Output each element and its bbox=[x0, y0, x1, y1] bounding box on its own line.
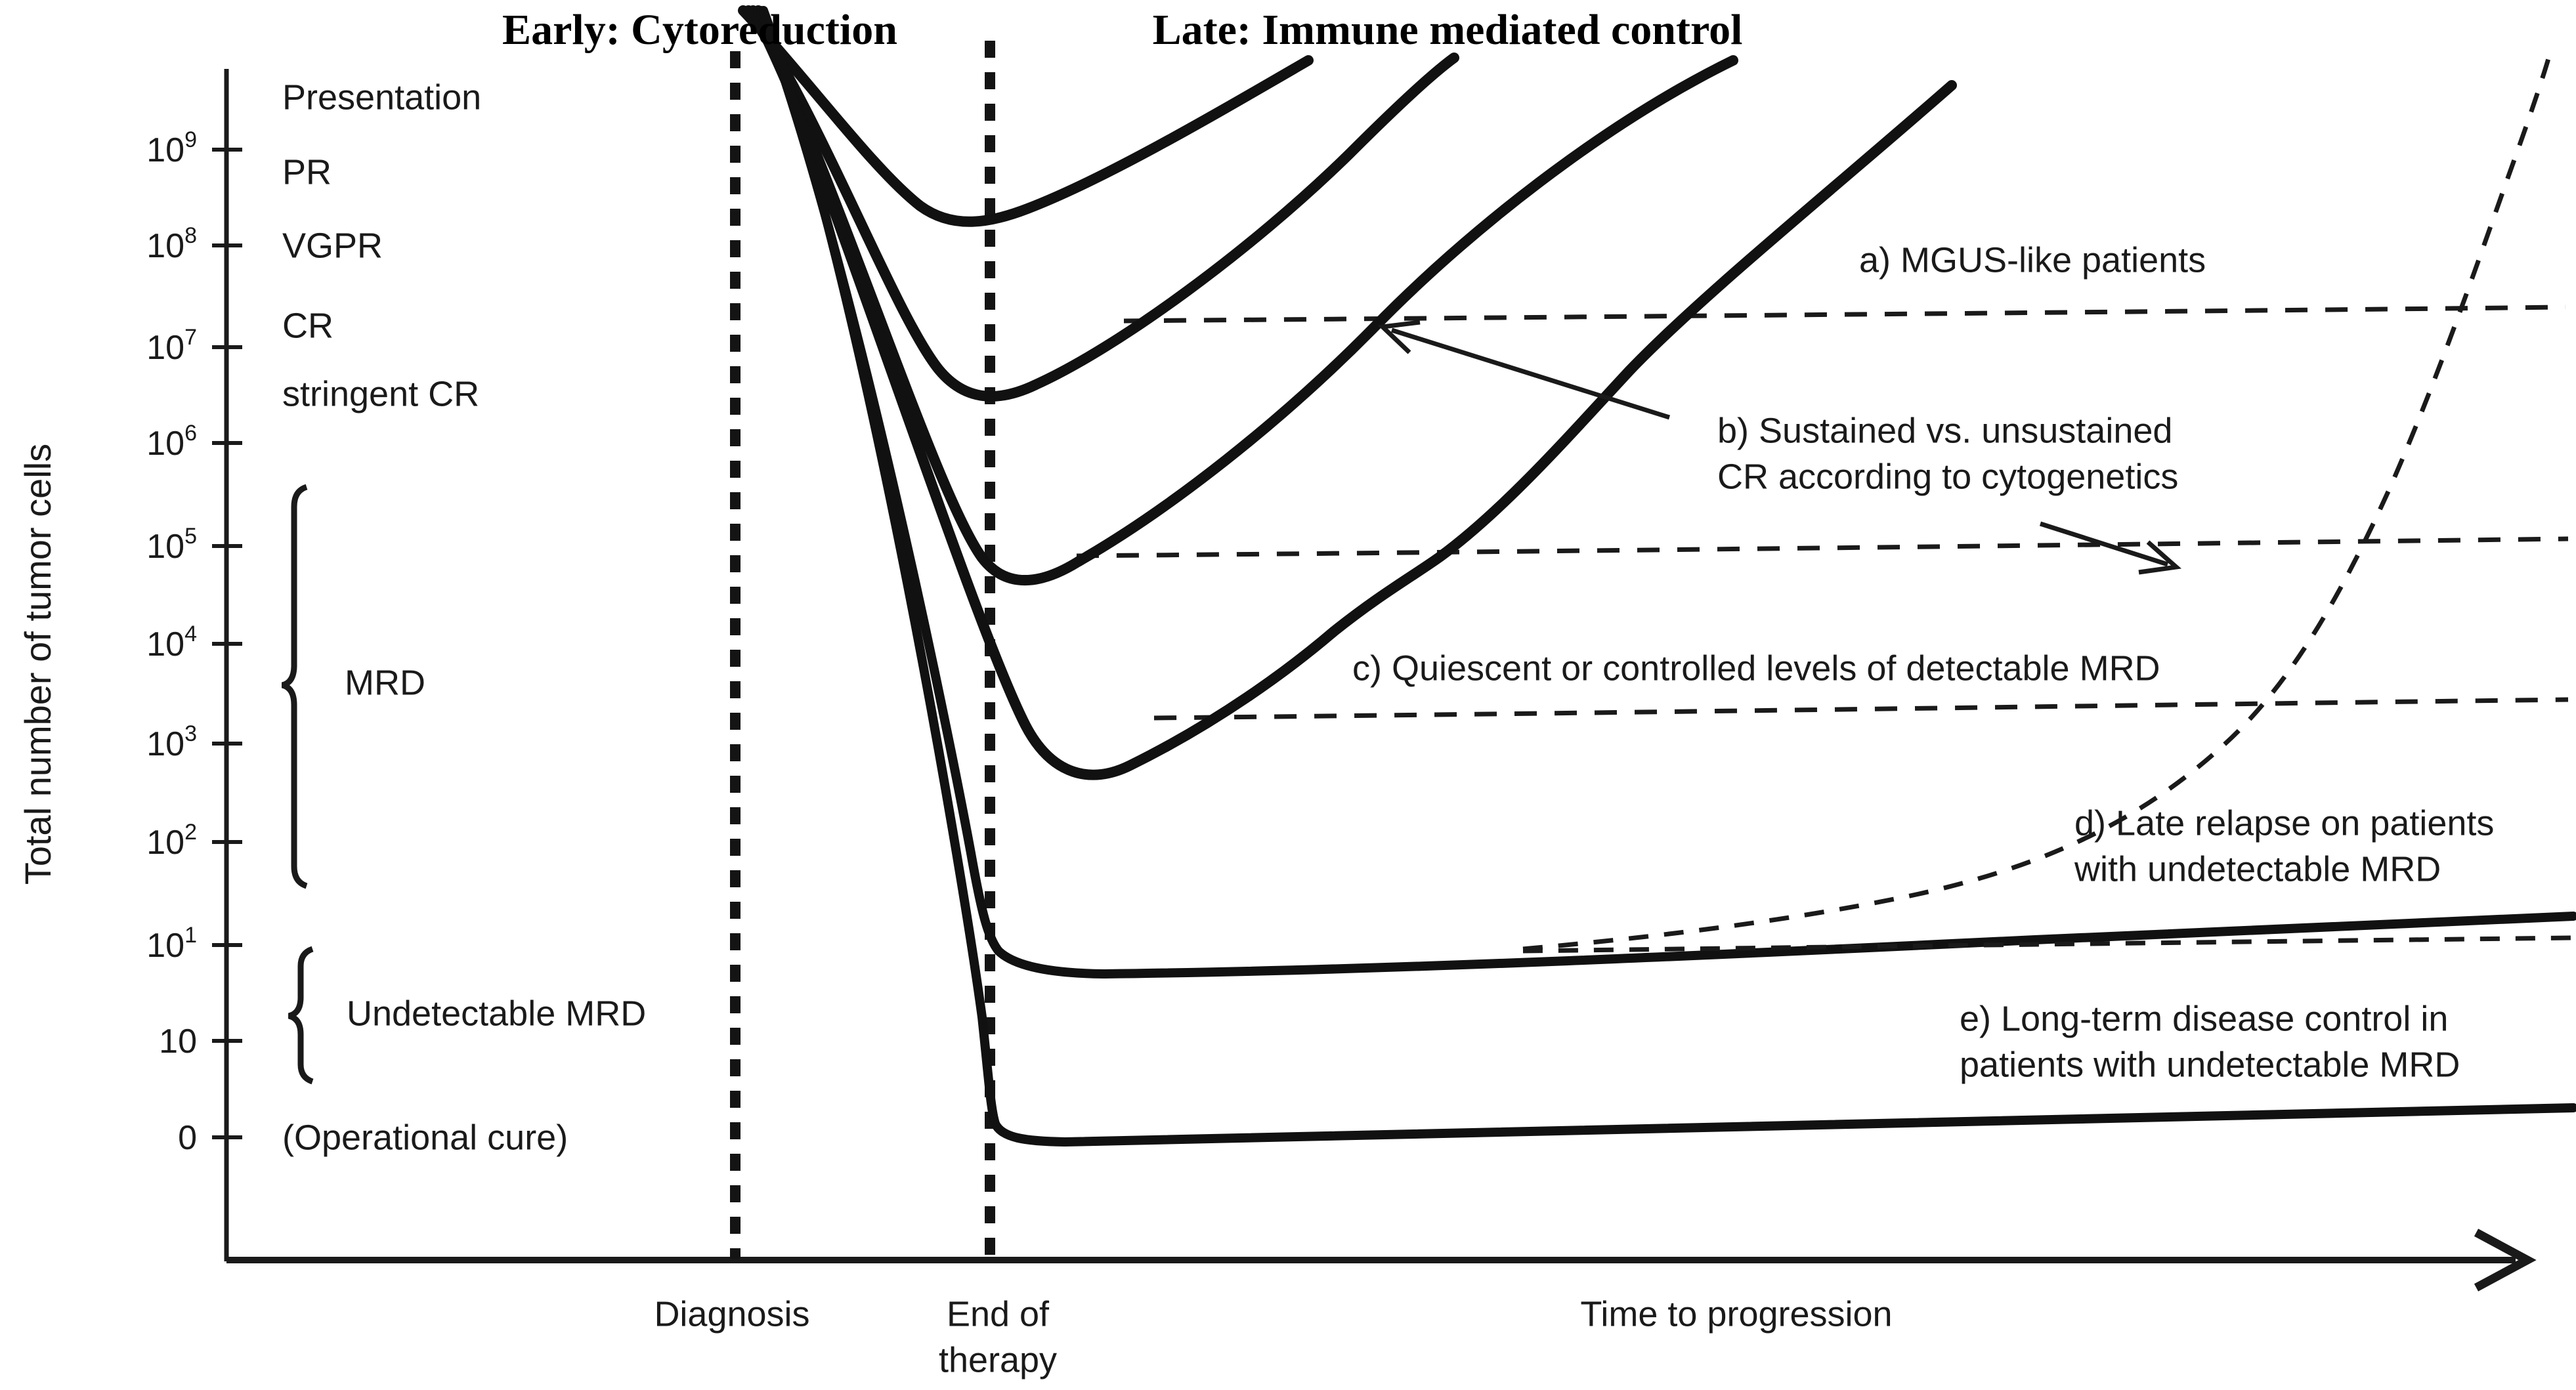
mrd-level-dashed-line bbox=[1076, 536, 2569, 558]
tick-1e1: 101 bbox=[146, 923, 197, 965]
curve-unsustained-cr bbox=[743, 5, 1459, 402]
late-relapse-flat-dashed-line bbox=[1522, 935, 2574, 954]
curve-operational-cure bbox=[759, 6, 2576, 1147]
annotation-b-line1: b) Sustained vs. unsustained bbox=[1717, 411, 2172, 450]
solid-curves bbox=[738, 5, 2576, 1147]
tick-1e6: 106 bbox=[146, 421, 197, 463]
label-mrd: MRD bbox=[345, 663, 425, 702]
arrow-b-right-line bbox=[2039, 521, 2169, 567]
curve-relapse-from-mrd bbox=[753, 5, 1957, 780]
label-pr: PR bbox=[282, 152, 332, 192]
x-axis-labels: Diagnosis End of therapy Time to progres… bbox=[654, 1294, 1892, 1379]
arrow-b-right-head-icon bbox=[2138, 540, 2182, 575]
reference-dashed-lines bbox=[1076, 305, 2569, 721]
label-end-of-therapy-line2: therapy bbox=[939, 1340, 1057, 1379]
label-presentation: Presentation bbox=[282, 77, 481, 117]
tick-0: 0 bbox=[178, 1119, 197, 1157]
annotation-d-line2: with undetectable MRD bbox=[2074, 849, 2441, 889]
curve-undetectable-mrd-control bbox=[756, 6, 2576, 979]
annotation-e-line1: e) Long-term disease control in bbox=[1960, 999, 2448, 1038]
y-tick-marks bbox=[212, 148, 242, 1139]
y-tick-labels: 109 108 107 106 105 104 103 102 101 10 0 bbox=[146, 127, 197, 1157]
tick-1e7: 107 bbox=[146, 325, 197, 367]
tick-1e4: 104 bbox=[146, 621, 197, 663]
annotation-a: a) MGUS-like patients bbox=[1859, 240, 2206, 280]
undetectable-mrd-brace bbox=[288, 946, 314, 1085]
early-phase-title: Early: Cytoreduction bbox=[502, 6, 897, 54]
annotation-e-line2: patients with undetectable MRD bbox=[1960, 1045, 2460, 1084]
label-cr: CR bbox=[282, 306, 333, 345]
curve-relapse-from-cr bbox=[748, 5, 1738, 586]
arrow-b-left-line bbox=[1390, 327, 1671, 420]
controlled-mrd-dashed-line bbox=[1153, 697, 2569, 721]
axes bbox=[212, 69, 2537, 1292]
late-phase-title: Late: Immune mediated control bbox=[1153, 6, 1743, 54]
label-diagnosis: Diagnosis bbox=[654, 1294, 809, 1334]
curve-annotations: a) MGUS-like patients b) Sustained vs. u… bbox=[1352, 240, 2494, 1084]
y-axis-title: Total number of tumor cells bbox=[17, 444, 58, 885]
annotation-b-line2: CR according to cytogenetics bbox=[1717, 457, 2178, 496]
x-axis-arrowhead-icon bbox=[2474, 1229, 2537, 1292]
label-end-of-therapy-line1: End of bbox=[947, 1294, 1050, 1334]
curve-mgus-like bbox=[738, 5, 1314, 227]
label-stringent-cr: stringent CR bbox=[282, 374, 479, 413]
late-relapse-rising-dashed-curve bbox=[1522, 56, 2552, 952]
label-undetectable-mrd: Undetectable MRD bbox=[347, 994, 646, 1033]
tick-1e5: 105 bbox=[146, 524, 197, 566]
sustained-cr-dashed-line bbox=[1123, 305, 2566, 324]
annotation-arrows bbox=[1377, 320, 2182, 575]
label-operational-cure: (Operational cure) bbox=[282, 1118, 568, 1157]
arrow-b-left-head-icon bbox=[1377, 320, 1421, 354]
tick-1e9: 109 bbox=[146, 127, 197, 169]
tick-1e3: 103 bbox=[146, 721, 197, 763]
annotation-c: c) Quiescent or controlled levels of det… bbox=[1352, 648, 2160, 688]
response-labels: Presentation PR VGPR CR stringent CR bbox=[282, 77, 481, 413]
annotation-d-line1: d) Late relapse on patients bbox=[2074, 803, 2494, 843]
mrd-brace bbox=[281, 484, 308, 889]
late-relapse-curves bbox=[1522, 56, 2574, 954]
tick-1e2: 102 bbox=[146, 820, 197, 862]
label-time-to-progression: Time to progression bbox=[1580, 1294, 1892, 1334]
tick-10: 10 bbox=[159, 1022, 197, 1061]
tick-1e8: 108 bbox=[146, 223, 197, 265]
braces bbox=[281, 484, 314, 1085]
label-vgpr: VGPR bbox=[282, 226, 383, 265]
